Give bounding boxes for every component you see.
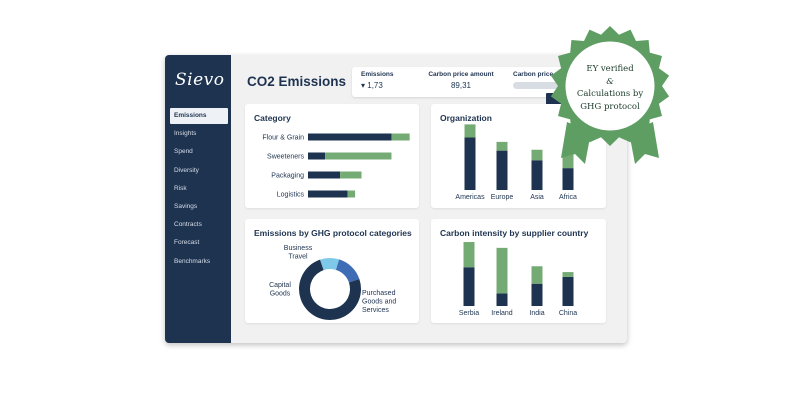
category-label-sweeteners: Sweeteners: [267, 154, 304, 161]
ghg-slice-purchased-goods-and-services: [299, 259, 361, 320]
category-bar-packaging-1: [340, 171, 362, 179]
sidebar-item-savings[interactable]: Savings: [174, 202, 198, 210]
badge-ribbon-left: [561, 122, 591, 164]
ghg-card-title: Emissions by GHG protocol categories: [254, 228, 412, 238]
intensity-bar-serbia-0: [463, 267, 475, 306]
organization-bar-africa-0: [562, 168, 574, 190]
category-chart: Flour & Grain Sweeteners Packaging Logistic…: [262, 133, 410, 199]
organization-bar-americas-0: [464, 137, 476, 190]
intensity-bar-china-1: [562, 272, 574, 277]
intensity-card-title: Carbon intensity by supplier country: [440, 228, 589, 238]
intensity-bar-ireland-1: [496, 247, 508, 294]
app-window: Sievo Emissions Insights Spend Diversity Ris…: [165, 55, 627, 343]
category-bar-flour-grain-0: [308, 133, 392, 141]
sidebar-nav: Emissions Insights Spend Diversity Risk Savin…: [170, 108, 228, 272]
ghg-label-business-travel-1: Travel: [288, 254, 308, 261]
category-bar-logistics-0: [308, 190, 348, 198]
badge-text: EY verified & Calculations by GHG protoc…: [565, 63, 655, 113]
badge-line-1: EY verified: [586, 64, 634, 74]
category-label-logistics: Logistics: [277, 192, 305, 199]
organization-bar-europe-0: [496, 150, 508, 190]
ghg-label-purchased-goods-and-services-0: Purchased: [362, 290, 396, 297]
category-bar-packaging-0: [308, 171, 341, 179]
ghg-label-capital-goods-0: Capital: [269, 282, 291, 289]
intensity-bar-serbia-1: [463, 242, 475, 268]
category-label-flour-grain: Flour & Grain: [262, 135, 304, 142]
category-card: Category Flour & Grain Sweeteners Packagin…: [245, 104, 419, 208]
category-bar-sweeteners-1: [325, 152, 392, 160]
kpi-emissions-value: ▾ 1,73: [361, 81, 383, 90]
intensity-card: Carbon intensity by supplier country Ser…: [431, 219, 606, 323]
sidebar-item-contracts[interactable]: Contracts: [174, 221, 202, 229]
sidebar-item-spend[interactable]: Spend: [174, 148, 193, 156]
ghg-label-purchased-goods-and-services-2: Services: [362, 307, 389, 314]
kpi-emissions-label: Emissions: [361, 71, 394, 78]
intensity-bar-india-0: [531, 283, 543, 306]
ghg-label-capital-goods-1: Goods: [270, 291, 291, 298]
organization-label-africa: Africa: [559, 194, 577, 201]
badge-line-3: Calculations by: [576, 89, 644, 99]
kpi-emissions[interactable]: Emissions ▾ 1,73: [361, 71, 394, 90]
kpi-carbon-price-label: Carbon price amount: [428, 71, 494, 78]
ghg-chart: Business Travel Capital Goods Purchased Goods…: [269, 245, 396, 320]
organization-card-title: Organization: [440, 113, 492, 123]
sievo-logo: Sievo: [175, 70, 225, 90]
badge-line-2: &: [606, 76, 614, 87]
badge-line-4: GHG protocol: [580, 101, 640, 112]
intensity-chart: Serbia Ireland India China: [459, 242, 577, 317]
ghg-label-purchased-goods-and-services-1: Goods and: [362, 299, 396, 306]
ey-verified-badge: EY verified & Calculations by GHG protoc…: [545, 22, 675, 170]
badge-ribbon-right: [629, 122, 659, 164]
kpi-carbon-price-slider-label: Carbon price: [513, 71, 554, 78]
organization-bar-asia-1: [531, 149, 543, 161]
intensity-label-ireland: Ireland: [491, 310, 513, 317]
category-bar-sweeteners-0: [308, 152, 326, 160]
kpi-carbon-price-slider: Carbon price: [513, 71, 561, 89]
sidebar-item-diversity[interactable]: Diversity: [174, 166, 199, 174]
sidebar-item-insights[interactable]: Insights: [174, 130, 197, 138]
organization-bar-africa-1: [562, 150, 574, 169]
organization-label-europe: Europe: [491, 194, 514, 201]
badge-seal-icon: [550, 26, 670, 164]
organization-label-americas: Americas: [455, 194, 485, 201]
intensity-bar-india-1: [531, 266, 543, 284]
ghg-slice-business-travel: [320, 258, 340, 271]
organization-bar-europe-1: [496, 141, 508, 151]
sidebar: Sievo Emissions Insights Spend Diversity Ris…: [165, 55, 231, 343]
organization-chart: Americas Europe Asia Africa: [455, 124, 577, 201]
ghg-label-business-travel-0: Business: [284, 245, 313, 252]
sidebar-item-emissions[interactable]: Emissions: [170, 108, 228, 124]
sidebar-item-benchmarks[interactable]: Benchmarks: [174, 257, 211, 265]
organization-label-asia: Asia: [530, 194, 544, 201]
intensity-bar-china-0: [562, 276, 574, 306]
carbon-price-slider[interactable]: [513, 82, 561, 89]
category-card-title: Category: [254, 113, 291, 123]
intensity-label-serbia: Serbia: [459, 310, 479, 317]
category-bar-flour-grain-1: [391, 133, 410, 141]
intensity-bar-ireland-0: [496, 293, 508, 306]
category-bar-logistics-1: [347, 190, 356, 198]
intensity-label-china: China: [559, 310, 577, 317]
ghg-card: Emissions by GHG protocol categories Bus…: [245, 219, 419, 323]
sidebar-item-forecast[interactable]: Forecast: [174, 239, 200, 247]
page-title: CO2 Emissions: [247, 74, 347, 89]
badge-inner-circle: [562, 38, 658, 134]
kpi-carbon-price-value: 89,31: [450, 81, 472, 90]
organization-bar-asia-0: [531, 160, 543, 190]
intensity-label-india: India: [529, 310, 544, 317]
category-label-packaging: Packaging: [271, 173, 304, 180]
kpi-carbon-price: Carbon price amount 89,31: [420, 71, 502, 90]
ghg-slice-capital-goods: [335, 259, 360, 283]
organization-bar-americas-1: [464, 124, 476, 138]
sidebar-item-risk[interactable]: Risk: [174, 184, 187, 192]
